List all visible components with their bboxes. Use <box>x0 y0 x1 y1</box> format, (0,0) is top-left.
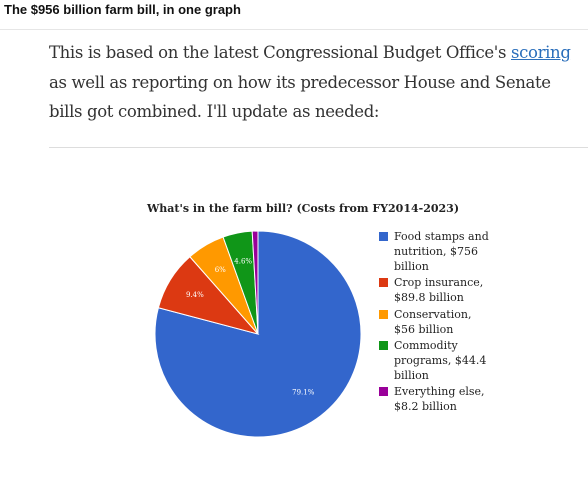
data-label: 79.1% <box>292 389 315 397</box>
link[interactable]: scoring <box>511 43 571 62</box>
legend-line: billion <box>394 260 429 273</box>
text: This is based on the latest Congressiona… <box>49 43 511 62</box>
legend-line: Crop insurance, <box>394 276 483 289</box>
legend-swatch <box>379 232 388 241</box>
legend-line: nutrition, $756 <box>394 245 478 258</box>
divider <box>0 29 588 30</box>
pie-slice <box>154 230 362 438</box>
data-label: 9.4% <box>186 291 204 299</box>
text: as well as reporting on how its predeces… <box>49 72 551 122</box>
chart-title: What's in the farm bill? (Costs from FY2… <box>146 202 459 215</box>
legend-label: Crop insurance, $89.8 billion <box>394 276 483 304</box>
legend-line: Commodity <box>394 339 459 352</box>
headline: The $956 billion farm bill, in one graph <box>4 2 241 17</box>
legend-line: $8.2 billion <box>394 400 457 413</box>
legend-swatch <box>379 387 388 396</box>
legend-line: Everything else, <box>394 385 485 398</box>
legend-swatch <box>379 310 388 319</box>
legend-label: Everything else, $8.2 billion <box>394 385 485 413</box>
legend-line: billion <box>394 369 429 382</box>
legend-line: programs, $44.4 <box>394 354 486 367</box>
legend-swatch <box>379 278 388 287</box>
data-label: 6% <box>215 266 226 274</box>
legend-label: Food stamps and nutrition, $756 billion <box>394 230 489 273</box>
legend-swatch <box>379 341 388 350</box>
paragraph: This is based on the latest Congressiona… <box>49 38 584 127</box>
legend-line: Food stamps and <box>394 230 489 243</box>
legend-label: Commodity programs, $44.4 billion <box>394 339 486 382</box>
data-label: 4.6% <box>234 257 252 265</box>
divider <box>49 147 588 148</box>
legend-line: $89.8 billion <box>394 291 464 304</box>
legend-line: $56 billion <box>394 323 453 336</box>
legend-line: Conservation, <box>394 308 471 321</box>
legend-label: Conservation, $56 billion <box>394 308 471 336</box>
pie-slice <box>251 230 259 335</box>
